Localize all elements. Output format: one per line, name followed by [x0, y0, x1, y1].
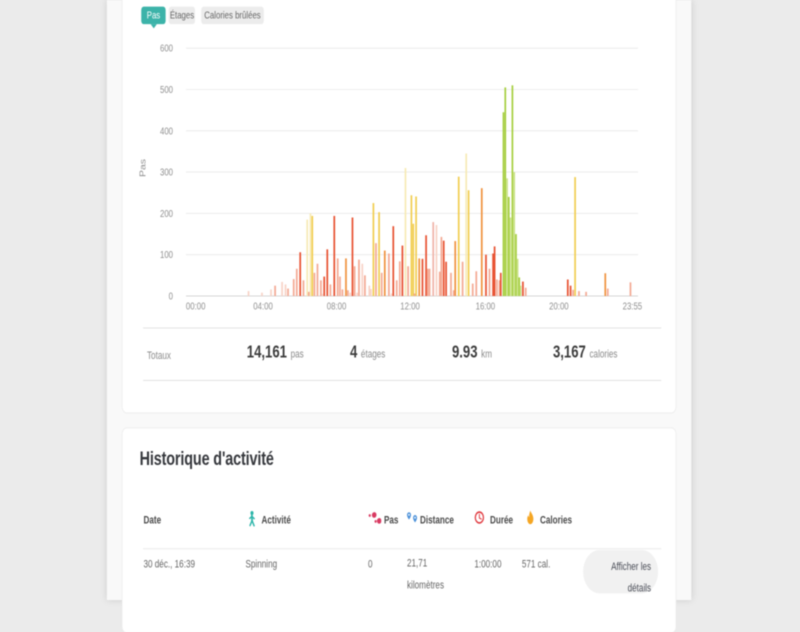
- svg-text:0: 0: [169, 291, 173, 302]
- svg-text:100: 100: [160, 249, 173, 260]
- svg-text:16:00: 16:00: [476, 301, 496, 312]
- svg-text:400: 400: [160, 125, 173, 136]
- svg-text:04:00: 04:00: [253, 301, 273, 312]
- svg-text:20:00: 20:00: [549, 301, 569, 312]
- svg-text:08:00: 08:00: [327, 301, 347, 312]
- svg-text:200: 200: [160, 208, 173, 219]
- svg-text:500: 500: [160, 84, 173, 95]
- svg-text:600: 600: [160, 43, 173, 54]
- svg-text:300: 300: [160, 167, 173, 178]
- svg-text:Pas: Pas: [139, 159, 147, 177]
- svg-text:12:00: 12:00: [400, 301, 420, 312]
- svg-text:23:55: 23:55: [623, 301, 643, 312]
- svg-text:00:00: 00:00: [186, 301, 206, 312]
